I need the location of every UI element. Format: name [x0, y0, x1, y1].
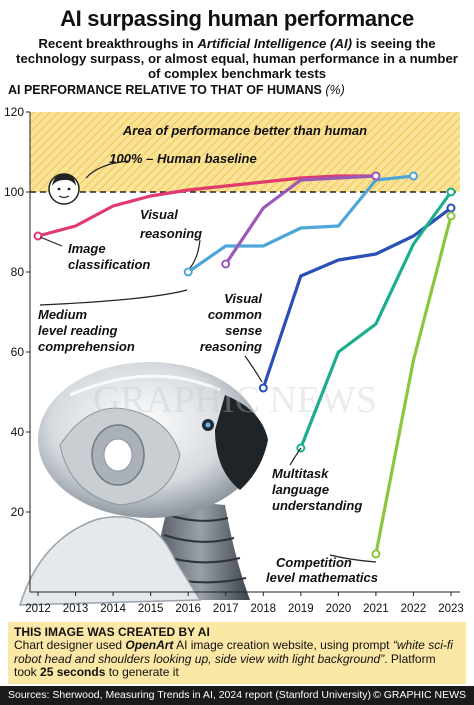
note-line-a: Chart designer used [14, 638, 126, 652]
subtitle-part-1: Recent breakthroughs in [38, 36, 198, 51]
x-tick-label: 2020 [326, 603, 352, 615]
y-tick-label: 120 [4, 105, 24, 119]
series-end-point [446, 203, 456, 213]
footer: Sources: Sherwood, Measuring Trends in A… [0, 686, 474, 705]
label-mmlu-3: understanding [272, 498, 362, 513]
series-line-6 [374, 214, 453, 556]
label-mmlu-1: Multitask [272, 466, 329, 481]
band-label: Area of performance better than human [122, 123, 367, 138]
x-tick-label: 2012 [25, 603, 51, 615]
footer-sources: Sources: Sherwood, Measuring Trends in A… [8, 689, 372, 701]
y-tick-label: 100 [4, 185, 24, 199]
series-start-point [371, 549, 381, 559]
chart-unit: (%) [325, 83, 345, 97]
note-line-b: AI image creation website, using prompt [173, 638, 390, 652]
series-start-point [33, 231, 43, 241]
label-math-2: level mathematics [266, 570, 378, 585]
y-tick-label: 60 [11, 345, 25, 359]
series-line-1 [36, 174, 378, 238]
series-end-point [446, 211, 456, 221]
label-visual-reasoning-2: reasoning [140, 226, 202, 241]
series-start-point [258, 383, 268, 393]
label-math-1: Competition [276, 555, 352, 570]
x-tick-label: 2014 [100, 603, 126, 615]
label-reading-2: level reading [38, 323, 118, 338]
x-tick-label: 2021 [363, 603, 389, 615]
watermark: GRAPHIC NEWS [93, 379, 377, 421]
label-vcsr-4: reasoning [200, 339, 262, 354]
series-end-point [371, 171, 381, 181]
y-tick-label: 20 [11, 505, 25, 519]
chart-axes: 20 40 60 80 100 120 2012 2013 2014 2015 2016 2017 20… [4, 105, 464, 615]
series-end-point [446, 187, 456, 197]
series-layer [33, 171, 456, 559]
series-line-3 [224, 174, 378, 266]
y-tick-label: 40 [11, 425, 25, 439]
label-reading-1: Medium [38, 307, 88, 322]
chart-subtitle: Recent breakthroughs in Artificial Intel… [14, 36, 460, 81]
series-line-4 [261, 206, 453, 390]
x-tick-label: 2019 [288, 603, 314, 615]
label-image-classification-2: classification [68, 257, 150, 272]
note-text: Chart designer used OpenArt AI image cre… [14, 638, 460, 680]
chart-title: AI surpassing human performance [60, 6, 414, 31]
x-tick-label: 2018 [250, 603, 276, 615]
footer-credit: © GRAPHIC NEWS [373, 689, 466, 701]
x-tick-label: 2015 [138, 603, 164, 615]
label-pointers [39, 236, 377, 563]
robot-illustration [18, 362, 268, 606]
x-tick-label: 2023 [438, 603, 464, 615]
label-reading-3: comprehension [38, 339, 135, 354]
note-seconds: 25 seconds [40, 665, 106, 679]
chart-heading: AI PERFORMANCE RELATIVE TO THAT OF HUMAN… [8, 83, 345, 97]
y-tick-label: 80 [11, 265, 25, 279]
x-tick-label: 2022 [401, 603, 427, 615]
ai-image-note: THIS IMAGE WAS CREATED BY AI Chart desig… [8, 622, 466, 684]
x-tick-label: 2016 [175, 603, 201, 615]
baseline-pointer [85, 160, 131, 179]
subtitle-italic: Artificial Intelligence (AI) [197, 36, 353, 51]
subtitle-part-2: is seeing the technology surpass, or alm… [16, 36, 458, 81]
baseline-label: 100% – Human baseline [109, 151, 256, 166]
label-vcsr-1: Visual [224, 291, 262, 306]
note-title: THIS IMAGE WAS CREATED BY AI [14, 625, 210, 639]
series-end-point [408, 171, 418, 181]
note-prompt: “white sci-fi robot head and shoulders l… [14, 638, 453, 666]
note-line-d: to generate it [105, 665, 179, 679]
label-image-classification-1: Image [68, 241, 106, 256]
x-tick-label: 2013 [63, 603, 89, 615]
note-line-c: . Platform took [14, 651, 436, 679]
label-vcsr-2: common [208, 307, 262, 322]
human-face-icon [48, 173, 80, 205]
note-brand: OpenArt [125, 638, 174, 652]
series-line-5 [299, 190, 453, 450]
series-start-point [221, 259, 231, 269]
label-vcsr-3: sense [225, 323, 262, 338]
label-visual-reasoning-1: Visual [140, 207, 178, 222]
label-mmlu-2: language [272, 482, 329, 497]
series-start-point [183, 267, 193, 277]
chart-heading-text: AI PERFORMANCE RELATIVE TO THAT OF HUMAN… [8, 83, 322, 97]
x-tick-label: 2017 [213, 603, 239, 615]
